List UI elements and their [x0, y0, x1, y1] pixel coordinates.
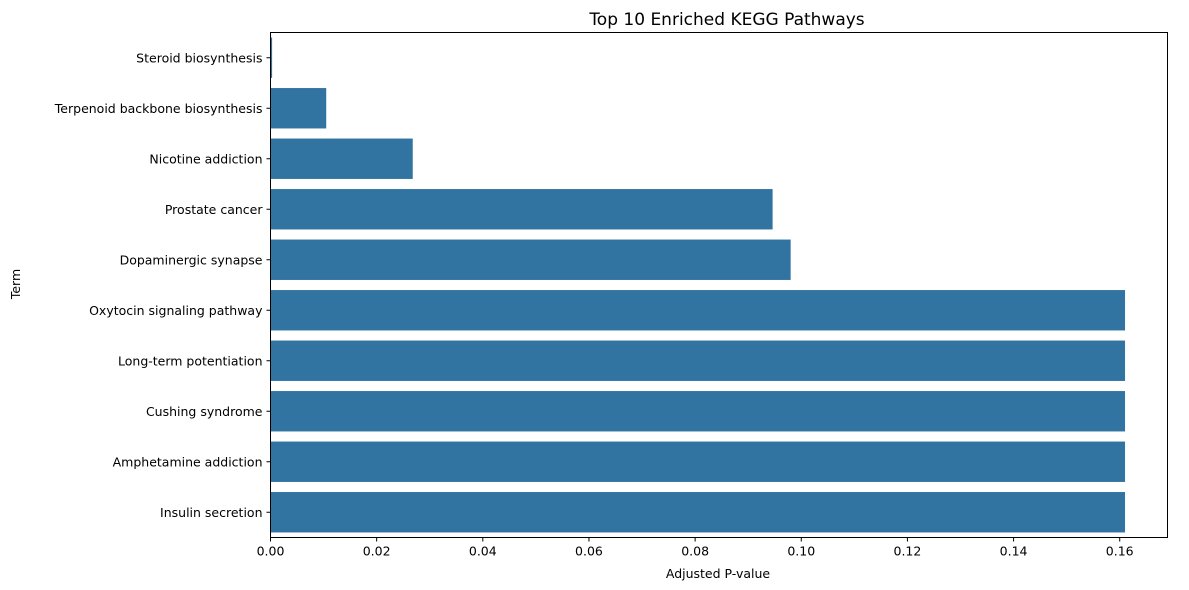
bar	[270, 340, 1126, 381]
y-axis-ticks: Steroid biosynthesis Terpenoid backbone b…	[54, 50, 271, 520]
y-tick-label: Long-term potentiation	[118, 353, 263, 368]
bar	[270, 189, 773, 230]
bar	[270, 391, 1126, 432]
x-tick-label: 0.10	[787, 544, 815, 559]
y-tick-label: Cushing syndrome	[146, 404, 263, 419]
bar	[270, 37, 273, 78]
y-tick-label: Dopaminergic synapse	[120, 252, 263, 267]
bar	[270, 239, 791, 280]
bars-group	[270, 37, 1126, 533]
x-axis-ticks: 0.00 0.02 0.04 0.06 0.08 0.10 0.12 0.14 0.16	[257, 537, 1134, 559]
y-tick-label: Amphetamine addiction	[113, 454, 263, 469]
x-tick-label: 0.08	[681, 544, 709, 559]
x-tick-label: 0.02	[363, 544, 391, 559]
plot-frame	[270, 32, 1168, 538]
y-tick-label: Nicotine addiction	[149, 151, 262, 166]
bar	[270, 88, 327, 129]
bar	[270, 290, 1126, 331]
bar	[270, 441, 1126, 482]
x-tick-label: 0.16	[1106, 544, 1134, 559]
y-tick-label: Prostate cancer	[165, 202, 263, 217]
bar	[270, 138, 413, 179]
x-axis-title: Adjusted P-value	[666, 566, 771, 581]
y-axis-title: Term	[8, 269, 23, 300]
x-tick-label: 0.04	[469, 544, 497, 559]
x-tick-label: 0.06	[575, 544, 603, 559]
chart-title: Top 10 Enriched KEGG Pathways	[588, 10, 864, 30]
x-tick-label: 0.14	[1000, 544, 1028, 559]
x-tick-label: 0.12	[894, 544, 922, 559]
bar	[270, 492, 1126, 533]
y-tick-label: Insulin secretion	[160, 505, 262, 520]
y-tick-label: Oxytocin signaling pathway	[89, 303, 263, 318]
y-tick-label: Steroid biosynthesis	[136, 50, 262, 65]
y-tick-label: Terpenoid backbone biosynthesis	[54, 101, 263, 116]
x-tick-label: 0.00	[257, 544, 285, 559]
